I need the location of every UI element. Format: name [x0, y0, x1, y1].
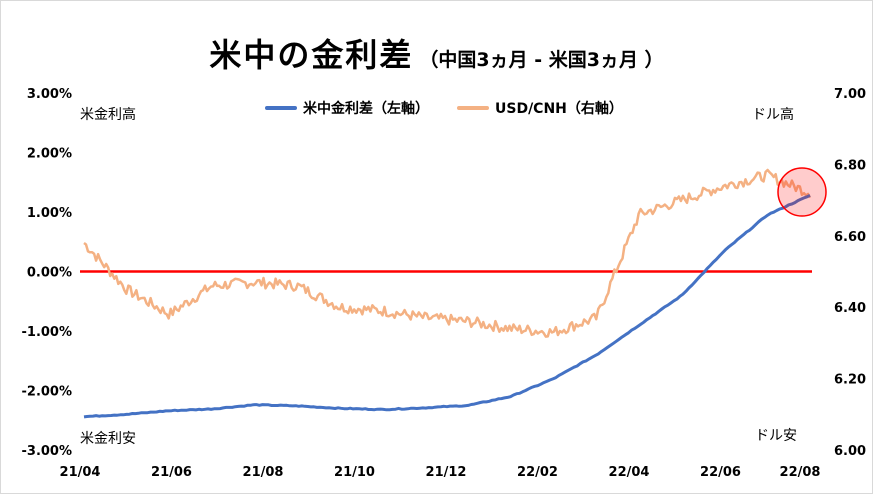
- x-tick-label: 22/04: [609, 465, 650, 480]
- legend-item-spread: 米中金利差（左軸）: [265, 98, 429, 118]
- legend-item-usdcnh: USD/CNH（右軸）: [457, 98, 623, 118]
- series-spread-line: [83, 193, 811, 419]
- annotation-top-left: 米金利高: [80, 107, 136, 123]
- chart-title-main: 米中の金利差: [209, 36, 414, 74]
- chart-title: 米中の金利差 （中国3ヵ月 - 米国3ヵ月 ）: [0, 30, 873, 76]
- legend-swatch-spread: [265, 106, 297, 110]
- x-tick-label: 21/06: [151, 465, 192, 480]
- legend-label-spread: 米中金利差（左軸）: [303, 101, 429, 117]
- y-left-tick-label: -1.00%: [22, 325, 73, 340]
- y-right-tick-label: 6.20: [834, 373, 866, 388]
- x-tick-label: 22/06: [700, 465, 741, 480]
- x-tick-label: 21/12: [426, 465, 467, 480]
- y-left-tick-label: 3.00%: [27, 87, 72, 102]
- y-left-tick-label: 1.00%: [27, 206, 72, 221]
- y-right-tick-label: 6.80: [834, 158, 866, 173]
- y-right-tick-label: 7.00: [834, 87, 866, 102]
- y-left-tick-label: 0.00%: [27, 266, 72, 281]
- highlight-circle: [777, 167, 827, 217]
- y-left-tick-label: 2.00%: [27, 147, 72, 162]
- x-tick-label: 22/02: [517, 465, 558, 480]
- y-right-tick-label: 6.00: [834, 444, 866, 459]
- legend-label-usdcnh: USD/CNH（右軸）: [495, 101, 623, 117]
- legend: 米中金利差（左軸） USD/CNH（右軸）: [265, 98, 651, 118]
- annotation-bottom-left: 米金利安: [80, 431, 136, 447]
- legend-swatch-usdcnh: [457, 106, 489, 110]
- x-tick-label: 21/04: [60, 465, 101, 480]
- y-right-tick-label: 6.40: [834, 301, 866, 316]
- chart-subtitle: （中国3ヵ月 - 米国3ヵ月 ）: [419, 49, 664, 71]
- y-right-tick-label: 6.60: [834, 230, 866, 245]
- y-left-tick-label: -2.00%: [22, 385, 73, 400]
- x-tick-label: 21/10: [334, 465, 375, 480]
- x-tick-label: 22/08: [780, 465, 821, 480]
- annotation-bottom-right: ドル安: [755, 428, 797, 444]
- y-left-tick-label: -3.00%: [22, 444, 73, 459]
- x-tick-label: 21/08: [243, 465, 284, 480]
- annotation-top-right: ドル高: [752, 107, 794, 123]
- series-usdcnh-line: [83, 168, 812, 338]
